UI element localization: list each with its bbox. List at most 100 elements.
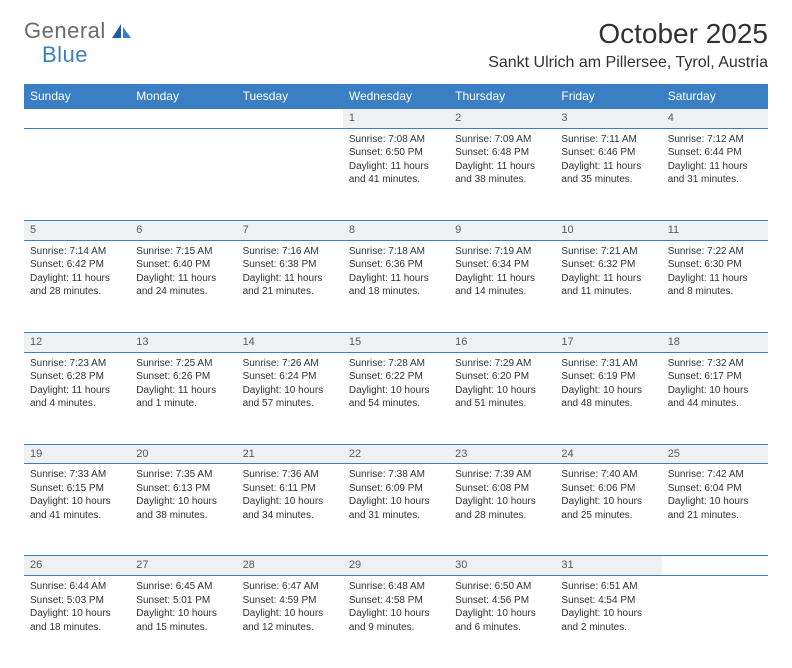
sunset-line: Sunset: 4:58 PM [349,594,443,608]
sunrise-line: Sunrise: 7:29 AM [455,357,549,371]
day-number-cell: 30 [449,556,555,576]
day-cell: Sunrise: 7:26 AMSunset: 6:24 PMDaylight:… [237,352,343,444]
day-number-cell: 7 [237,220,343,240]
day-cell: Sunrise: 7:40 AMSunset: 6:06 PMDaylight:… [555,464,661,556]
day-cell: Sunrise: 7:36 AMSunset: 6:11 PMDaylight:… [237,464,343,556]
day-number-cell [237,109,343,129]
daylight-line-2: and 38 minutes. [455,173,549,187]
daylight-line-2: and 41 minutes. [349,173,443,187]
sunrise-line: Sunrise: 7:33 AM [30,468,124,482]
daylight-line-1: Daylight: 10 hours [668,495,762,509]
sunset-line: Sunset: 6:17 PM [668,370,762,384]
daylight-line-2: and 4 minutes. [30,397,124,411]
daylight-line-1: Daylight: 10 hours [455,607,549,621]
day-cell: Sunrise: 6:48 AMSunset: 4:58 PMDaylight:… [343,576,449,668]
header: General Blue October 2025 Sankt Ulrich a… [0,0,792,76]
day-number-cell [662,556,768,576]
day-number-cell: 11 [662,220,768,240]
sunset-line: Sunset: 6:50 PM [349,146,443,160]
day-cell: Sunrise: 7:25 AMSunset: 6:26 PMDaylight:… [130,352,236,444]
daylight-line-2: and 44 minutes. [668,397,762,411]
daylight-line-1: Daylight: 11 hours [349,272,443,286]
daylight-line-1: Daylight: 10 hours [30,495,124,509]
daylight-line-1: Daylight: 11 hours [136,384,230,398]
day-cell: Sunrise: 7:32 AMSunset: 6:17 PMDaylight:… [662,352,768,444]
daylight-line-2: and 18 minutes. [349,285,443,299]
daylight-line-2: and 2 minutes. [561,621,655,635]
day-number-cell: 31 [555,556,661,576]
day-cell: Sunrise: 7:23 AMSunset: 6:28 PMDaylight:… [24,352,130,444]
day-number-cell: 13 [130,332,236,352]
week-daynum-row: 567891011 [24,220,768,240]
daylight-line-1: Daylight: 10 hours [668,384,762,398]
day-cell [24,128,130,220]
daylight-line-2: and 28 minutes. [30,285,124,299]
week-content-row: Sunrise: 7:14 AMSunset: 6:42 PM Daylight:… [24,240,768,332]
sunset-line: Sunset: 4:59 PM [243,594,337,608]
day-cell [662,576,768,668]
col-saturday: Saturday [662,84,768,109]
daylight-line-2: and 21 minutes. [668,509,762,523]
sunset-line: Sunset: 5:01 PM [136,594,230,608]
week-daynum-row: 1234 [24,109,768,129]
daylight-line-1: Daylight: 10 hours [349,384,443,398]
month-title: October 2025 [488,18,768,50]
day-cell: Sunrise: 7:21 AMSunset: 6:32 PMDaylight:… [555,240,661,332]
daylight-line-2: and 34 minutes. [243,509,337,523]
location-subtitle: Sankt Ulrich am Pillersee, Tyrol, Austri… [488,54,768,72]
sunrise-line: Sunrise: 7:28 AM [349,357,443,371]
daylight-line-2: and 24 minutes. [136,285,230,299]
daylight-line-2: and 12 minutes. [243,621,337,635]
day-number-cell: 16 [449,332,555,352]
col-thursday: Thursday [449,84,555,109]
sunrise-line: Sunrise: 7:23 AM [30,357,124,371]
daylight-line-1: Daylight: 11 hours [243,272,337,286]
sunrise-line: Sunrise: 7:40 AM [561,468,655,482]
daylight-line-1: Daylight: 10 hours [349,607,443,621]
logo-text-blue: Blue [42,42,88,68]
daylight-line-1: Daylight: 10 hours [561,607,655,621]
sunset-line: Sunset: 5:03 PM [30,594,124,608]
logo-text-general: General [24,18,106,44]
daylight-line-2: and 48 minutes. [561,397,655,411]
sunset-line: Sunset: 6:40 PM [136,258,230,272]
daylight-line-1: Daylight: 11 hours [668,272,762,286]
day-cell: Sunrise: 7:15 AMSunset: 6:40 PMDaylight:… [130,240,236,332]
sunset-line: Sunset: 6:48 PM [455,146,549,160]
day-number-cell: 8 [343,220,449,240]
sunrise-line: Sunrise: 7:22 AM [668,245,762,259]
sunrise-line: Sunrise: 7:14 AM [30,245,124,259]
daylight-line-2: and 11 minutes. [561,285,655,299]
day-cell: Sunrise: 6:44 AMSunset: 5:03 PMDaylight:… [24,576,130,668]
daylight-line-1: Daylight: 10 hours [561,384,655,398]
sunset-line: Sunset: 6:24 PM [243,370,337,384]
daylight-line-1: Daylight: 10 hours [243,495,337,509]
day-header-row: Sunday Monday Tuesday Wednesday Thursday… [24,84,768,109]
day-cell: Sunrise: 7:12 AMSunset: 6:44 PMDaylight:… [662,128,768,220]
sunset-line: Sunset: 6:30 PM [668,258,762,272]
sunset-line: Sunset: 6:09 PM [349,482,443,496]
week-content-row: Sunrise: 7:23 AMSunset: 6:28 PMDaylight:… [24,352,768,444]
sunrise-line: Sunrise: 6:48 AM [349,580,443,594]
col-sunday: Sunday [24,84,130,109]
day-cell: Sunrise: 7:33 AMSunset: 6:15 PMDaylight:… [24,464,130,556]
day-cell: Sunrise: 6:50 AMSunset: 4:56 PMDaylight:… [449,576,555,668]
sunset-line: Sunset: 6:04 PM [668,482,762,496]
day-number-cell: 10 [555,220,661,240]
sunset-line: Sunset: 6:42 PM [30,258,124,272]
sunrise-line: Sunrise: 7:36 AM [243,468,337,482]
daylight-line-1: Daylight: 11 hours [30,384,124,398]
day-cell: Sunrise: 7:19 AMSunset: 6:34 PMDaylight:… [449,240,555,332]
day-number-cell: 24 [555,444,661,464]
day-cell [237,128,343,220]
day-cell: Sunrise: 7:35 AMSunset: 6:13 PMDaylight:… [130,464,236,556]
day-number-cell: 2 [449,109,555,129]
sunrise-line: Sunrise: 7:19 AM [455,245,549,259]
sunrise-line: Sunrise: 6:50 AM [455,580,549,594]
sunset-line: Sunset: 6:13 PM [136,482,230,496]
day-cell: Sunrise: 7:29 AMSunset: 6:20 PMDaylight:… [449,352,555,444]
day-cell: Sunrise: 7:11 AMSunset: 6:46 PMDaylight:… [555,128,661,220]
sunset-line: Sunset: 6:36 PM [349,258,443,272]
day-number-cell: 23 [449,444,555,464]
daylight-line-1: Daylight: 11 hours [455,272,549,286]
